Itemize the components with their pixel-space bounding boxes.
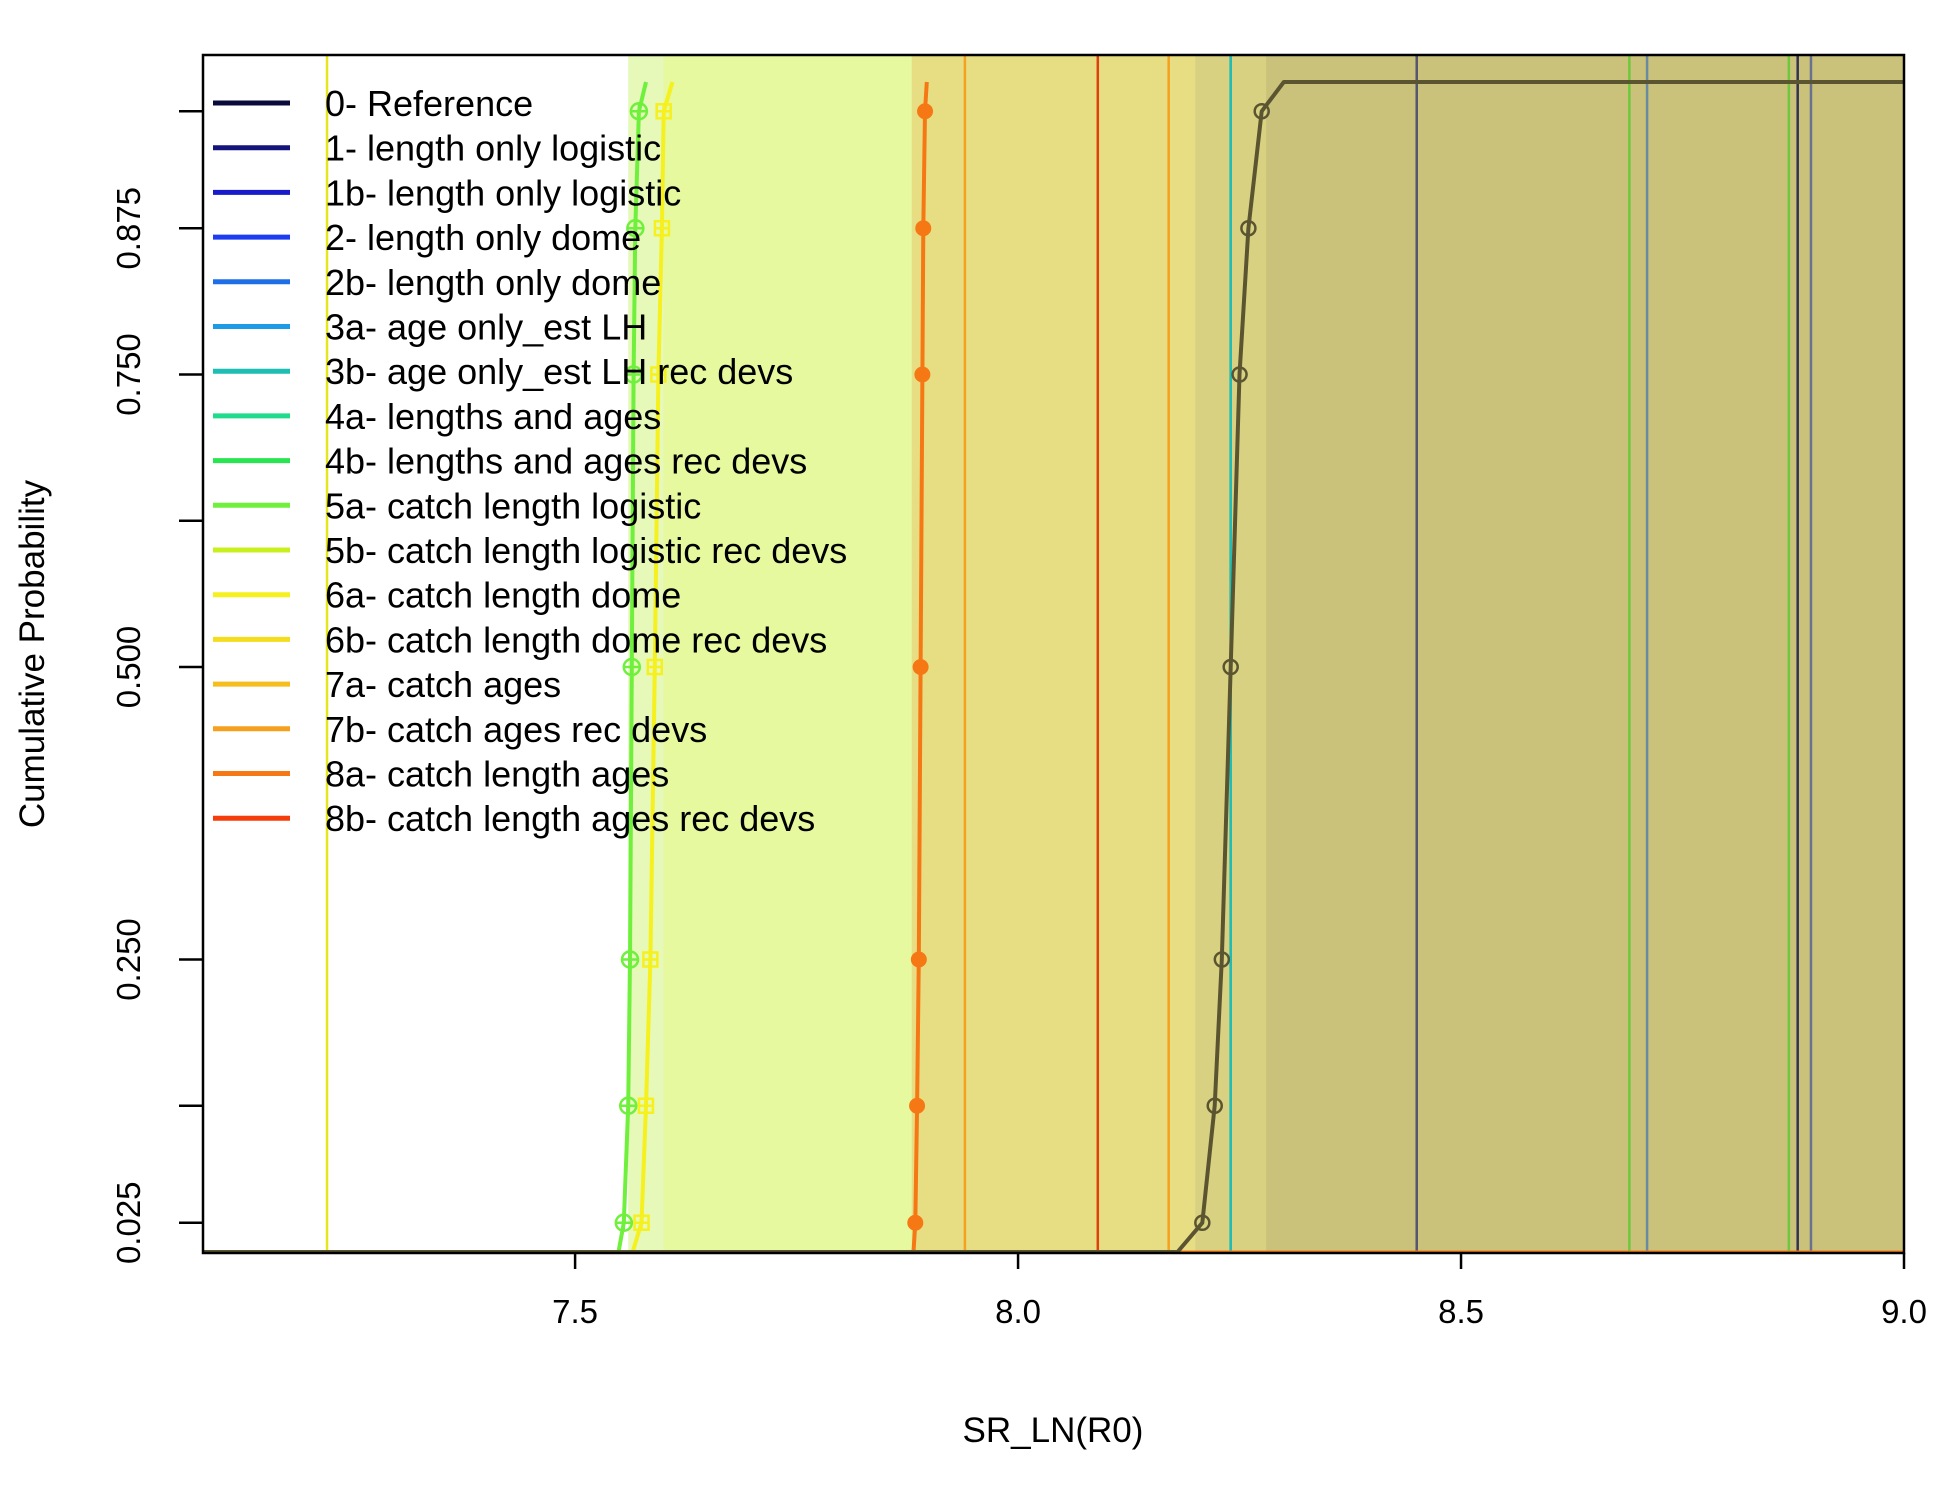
series-3-point-6 [1231, 366, 1248, 383]
vertical-reference-lines [325, 55, 1813, 1253]
legend-label: 8b- catch length ages rec devs [325, 798, 815, 839]
series-2-point-7 [917, 103, 934, 120]
legend-label: 7a- catch ages [325, 664, 561, 705]
series-0-point-6 [626, 219, 645, 238]
series-1-point-7 [655, 103, 672, 120]
series-3-point-3 [1206, 1097, 1223, 1114]
series-3-point-7 [1240, 220, 1257, 237]
legend-item-11: 6a- catch length dome [213, 575, 681, 616]
series-2-point-5 [914, 366, 931, 383]
legend-label: 3a- age only_est LH [325, 307, 647, 348]
series-0-point-4 [622, 657, 642, 677]
x-tick-label-1: 8.0 [995, 1293, 1041, 1330]
x-tick-label-2: 8.5 [1438, 1293, 1484, 1330]
legend-item-9: 5a- catch length logistic [213, 485, 701, 526]
legend-item-13: 7a- catch ages [213, 664, 561, 705]
series-1-point-4 [646, 658, 664, 676]
legend-item-4: 2b- length only dome [213, 262, 661, 303]
legend-label: 8a- catch length ages [325, 754, 669, 795]
shaded-region-2 [911, 55, 1904, 1253]
series-line-3 [203, 80, 1904, 1253]
legend-label: 6a- catch length dome [325, 575, 681, 616]
legend-label: 7b- catch ages rec devs [325, 709, 707, 750]
series-0-point-3 [620, 950, 640, 969]
x-tick-label-3: 9.0 [1881, 1293, 1927, 1330]
legend-label: 5b- catch length logistic rec devs [325, 530, 847, 571]
series-1-point-1 [633, 1214, 650, 1231]
legend-label: 0- Reference [325, 83, 533, 124]
series-0-point-1 [614, 1213, 634, 1232]
legend-item-6: 3b- age only_est LH rec devs [213, 351, 793, 392]
series-3-point-2 [1194, 1214, 1211, 1231]
legend-item-2: 1b- length only logistic [213, 172, 681, 213]
series-2-point-6 [915, 220, 932, 237]
legend-item-7: 4a- lengths and ages [213, 396, 661, 437]
legend-label: 4a- lengths and ages [325, 396, 661, 437]
legend-item-15: 8a- catch length ages [213, 754, 669, 795]
y-tick-label-0: 0.025 [110, 1181, 147, 1264]
series-2-point-1 [907, 1214, 924, 1231]
legend-item-12: 6b- catch length dome rec devs [213, 619, 827, 660]
legend-label: 1b- length only logistic [325, 172, 681, 213]
series-3-point-5 [1222, 658, 1239, 676]
legend-item-1: 1- length only logistic [213, 128, 661, 169]
shaded-region-3 [1195, 55, 1904, 1253]
legend-item-10: 5b- catch length logistic rec devs [213, 530, 847, 571]
legend-item-3: 2- length only dome [213, 217, 641, 258]
legend-label: 5a- catch length logistic [325, 485, 701, 526]
y-axis-title: Cumulative Probability [13, 479, 52, 828]
series-1-point-5 [650, 366, 667, 383]
x-tick-label-0: 7.5 [552, 1293, 598, 1330]
legend-item-5: 3a- age only_est LH [213, 307, 647, 348]
y-tick-label-5: 0.750 [110, 333, 147, 416]
series-0-point-7 [629, 102, 649, 121]
legend-label: 2- length only dome [325, 217, 641, 258]
series-2-point-2 [909, 1097, 926, 1114]
series-3-point-4 [1213, 951, 1231, 968]
series-1-point-3 [642, 951, 659, 968]
series-3-point-8 [1253, 103, 1270, 120]
x-axis-title: SR_LN(R0) [963, 1411, 1144, 1450]
plot-frame [201, 53, 1906, 1255]
cdf-markers [614, 102, 1270, 1232]
legend-item-8: 4b- lengths and ages rec devs [213, 441, 807, 482]
y-tick-label-6: 0.875 [110, 187, 147, 270]
y-tick-label-2: 0.250 [110, 918, 147, 1001]
series-2-point-3 [910, 951, 927, 968]
legend-item-0: 0- Reference [213, 83, 533, 124]
y-tick-label-3: 0.500 [110, 626, 147, 709]
shaded-region-4 [1266, 55, 1904, 1253]
x-axis: 7.5 8.0 8.5 9.0 [552, 1253, 1927, 1330]
legend-label: 3b- age only_est LH rec devs [325, 351, 793, 392]
legend-label: 6b- catch length dome rec devs [325, 619, 827, 660]
legend-item-16: 8b- catch length ages rec devs [213, 798, 815, 839]
legend-label: 1- length only logistic [325, 128, 661, 169]
series-0-point-2 [619, 1096, 638, 1115]
legend-item-14: 7b- catch ages rec devs [213, 709, 707, 750]
legend-label: 2b- length only dome [325, 262, 661, 303]
series-2-point-4 [912, 659, 929, 675]
series-1-point-2 [637, 1097, 655, 1114]
series-0-point-5 [624, 365, 643, 384]
y-axis: 0.025 0.250 0.500 0.750 0.875 [110, 110, 203, 1264]
series-1-point-6 [653, 220, 671, 237]
legend-label: 4b- lengths and ages rec devs [325, 441, 807, 482]
